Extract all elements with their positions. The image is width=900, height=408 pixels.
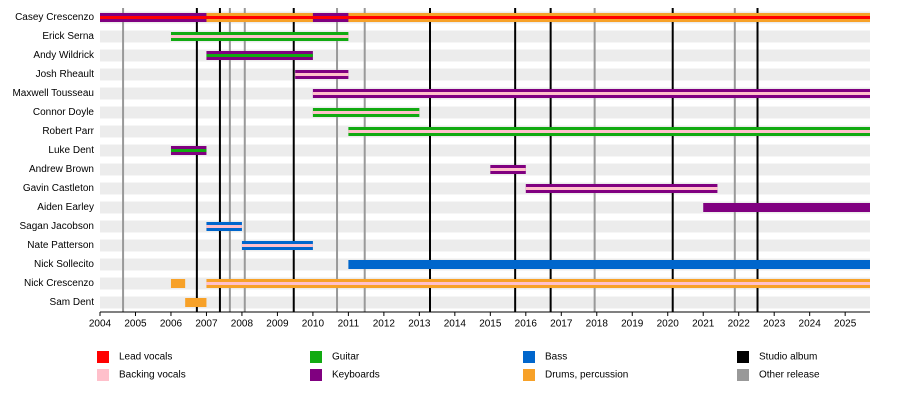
x-tick-label: 2010 xyxy=(302,319,325,330)
legend-swatch xyxy=(310,351,322,363)
row-band xyxy=(100,163,870,176)
role-stripe xyxy=(348,130,870,133)
x-tick-label: 2005 xyxy=(124,319,147,330)
member-label: Nick Crescenzo xyxy=(24,278,94,289)
x-tick-label: 2011 xyxy=(338,319,360,330)
member-label: Nick Sollecito xyxy=(34,259,94,270)
role-bar xyxy=(170,279,186,288)
x-tick-label: 2024 xyxy=(799,319,822,330)
member-label: Gavin Castleton xyxy=(23,183,94,194)
x-tick-label: 2007 xyxy=(195,319,218,330)
row-band xyxy=(100,182,870,195)
legend-label: Studio album xyxy=(759,352,817,363)
member-label: Andy Wildrick xyxy=(33,50,95,61)
x-tick-label: 2019 xyxy=(621,319,644,330)
role-stripe xyxy=(312,16,349,19)
row-band xyxy=(100,201,870,214)
role-stripe xyxy=(170,35,349,38)
x-tick-label: 2017 xyxy=(550,319,573,330)
x-tick-label: 2018 xyxy=(586,319,609,330)
row-band xyxy=(100,68,870,81)
role-stripe xyxy=(312,92,871,95)
role-stripe xyxy=(206,282,871,285)
legend-swatch xyxy=(97,351,109,363)
x-tick-label: 2020 xyxy=(657,319,680,330)
x-tick-label: 2006 xyxy=(160,319,183,330)
legend-label: Keyboards xyxy=(332,370,380,381)
member-label: Sam Dent xyxy=(50,297,95,308)
row-band xyxy=(100,220,870,233)
legend-swatch xyxy=(737,351,749,363)
x-tick-label: 2022 xyxy=(728,319,751,330)
legend-label: Backing vocals xyxy=(119,370,186,381)
x-tick-label: 2025 xyxy=(834,319,857,330)
role-stripe xyxy=(312,111,420,114)
role-stripe xyxy=(490,168,526,171)
member-label: Erick Serna xyxy=(42,31,94,42)
member-label: Maxwell Tousseau xyxy=(12,88,94,99)
legend-label: Guitar xyxy=(332,352,360,363)
role-stripe xyxy=(525,187,718,190)
legend-label: Lead vocals xyxy=(119,352,172,363)
role-bar xyxy=(703,203,870,212)
role-stripe xyxy=(100,16,207,19)
x-tick-label: 2004 xyxy=(89,319,112,330)
x-tick-label: 2008 xyxy=(231,319,254,330)
row-band xyxy=(100,239,870,252)
member-label: Casey Crescenzo xyxy=(15,12,94,23)
member-label: Nate Patterson xyxy=(27,240,94,251)
member-label: Sagan Jacobson xyxy=(19,221,94,232)
role-stripe xyxy=(170,149,207,152)
role-bar xyxy=(348,260,870,269)
x-tick-label: 2009 xyxy=(266,319,289,330)
row-band xyxy=(100,144,870,157)
legend-swatch xyxy=(523,369,535,381)
x-tick-label: 2016 xyxy=(515,319,538,330)
role-bar xyxy=(185,298,207,307)
x-tick-label: 2012 xyxy=(373,319,396,330)
x-tick-label: 2021 xyxy=(692,319,715,330)
row-band xyxy=(100,296,870,309)
row-band xyxy=(100,106,870,119)
member-label: Robert Parr xyxy=(42,126,94,137)
x-tick-label: 2014 xyxy=(444,319,467,330)
member-label: Luke Dent xyxy=(48,145,94,156)
legend-label: Drums, percussion xyxy=(545,370,628,381)
member-label: Josh Rheault xyxy=(36,69,95,80)
legend-swatch xyxy=(97,369,109,381)
member-label: Andrew Brown xyxy=(29,164,94,175)
role-stripe xyxy=(206,54,313,57)
role-stripe xyxy=(206,225,242,228)
x-tick-label: 2015 xyxy=(479,319,502,330)
x-tick-label: 2013 xyxy=(408,319,431,330)
x-tick-label: 2023 xyxy=(763,319,786,330)
role-stripe xyxy=(241,244,313,247)
legend-label: Bass xyxy=(545,352,567,363)
legend-label: Other release xyxy=(759,370,820,381)
role-stripe xyxy=(295,73,349,76)
legend-swatch xyxy=(737,369,749,381)
member-label: Aiden Earley xyxy=(37,202,94,213)
legend-swatch xyxy=(310,369,322,381)
legend-swatch xyxy=(523,351,535,363)
member-label: Connor Doyle xyxy=(33,107,95,118)
role-stripe xyxy=(100,16,870,19)
